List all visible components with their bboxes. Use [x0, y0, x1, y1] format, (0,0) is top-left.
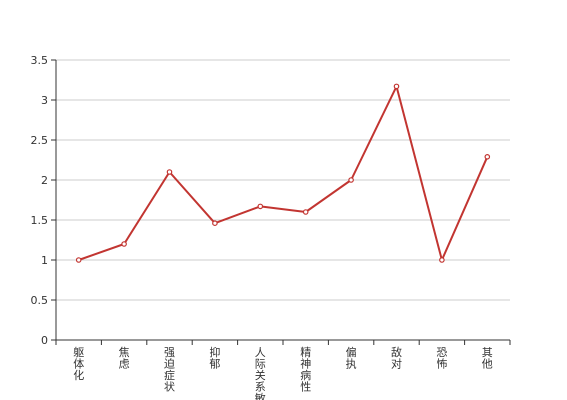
data-point[interactable]	[257, 203, 264, 210]
data-point[interactable]	[302, 209, 309, 215]
data-point[interactable]	[439, 257, 445, 263]
data-point[interactable]	[393, 83, 400, 90]
x-tick-label: 偏执	[346, 345, 357, 371]
y-tick-label: 3.5	[31, 54, 49, 67]
data-point[interactable]	[348, 177, 354, 183]
x-tick-label: 强迫症状	[164, 346, 175, 394]
data-point[interactable]	[166, 169, 173, 175]
data-point[interactable]	[75, 257, 82, 263]
series-layer	[75, 83, 491, 263]
y-tick-label: 1.5	[31, 214, 49, 227]
x-tick-label: 抑郁	[209, 345, 220, 371]
x-tick-label: 焦虑	[119, 346, 130, 371]
data-point[interactable]	[484, 154, 491, 160]
x-tick-label: 躯体化	[73, 346, 84, 382]
y-tick-label: 2	[41, 174, 48, 187]
data-point[interactable]	[212, 220, 218, 227]
series-line	[78, 85, 489, 261]
y-tick-label: 2.5	[31, 134, 49, 147]
x-tick-label: 精神病性	[300, 346, 311, 394]
x-tick-label: 敌对	[391, 345, 402, 371]
y-tick-label: 3	[41, 94, 48, 107]
y-tick-label: 0.5	[31, 294, 49, 307]
y-tick-label: 1	[41, 254, 48, 267]
axis-layer	[51, 59, 511, 345]
data-point[interactable]	[121, 241, 127, 247]
x-tick-label: 恐怖	[436, 346, 447, 371]
x-tick-label: 其他	[482, 346, 493, 371]
y-tick-labels: 0 0.5 1 1.5 2 2.5 3 3.5	[31, 54, 49, 347]
grid-layer	[56, 59, 510, 301]
x-tick-labels: 躯体化 焦虑 强迫症状 抑郁 人际关系敏感 精神病性 偏执 敌对 恐怖 其他	[73, 345, 493, 400]
y-tick-label: 0	[41, 334, 48, 347]
x-tick-label: 人际关系敏感	[255, 346, 266, 400]
